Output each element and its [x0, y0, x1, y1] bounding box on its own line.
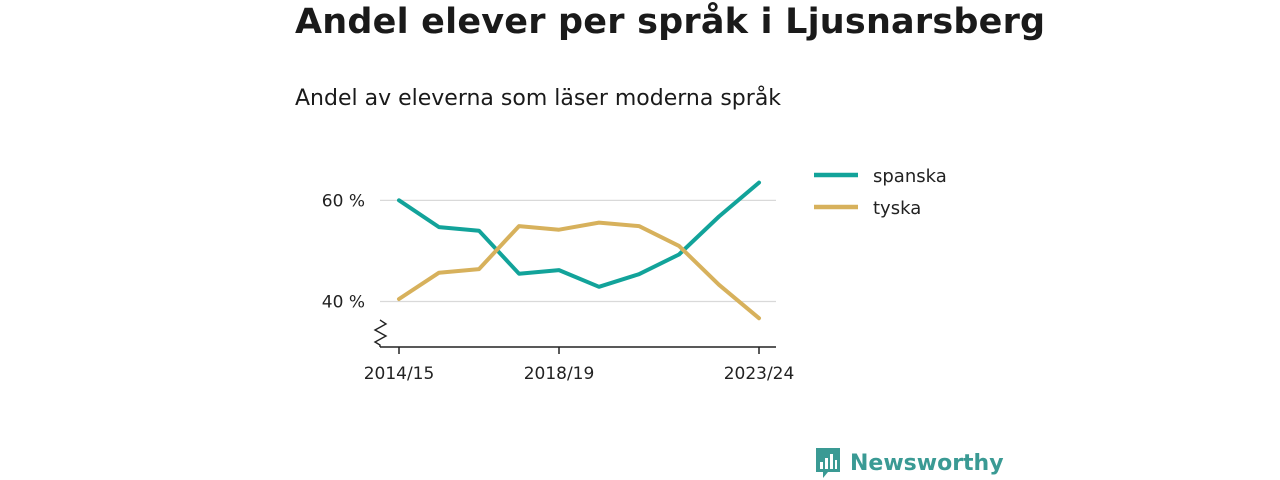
- x-tick-label: 2023/24: [724, 364, 795, 384]
- series-line-tyska: [397, 220, 761, 321]
- legend: spanska tyska: [814, 166, 947, 219]
- chart-subtitle: Andel av eleverna som läser moderna språ…: [295, 86, 782, 111]
- legend-label-tyska: tyska: [873, 198, 921, 219]
- axis-break-icon: [373, 319, 388, 347]
- legend-label-spanska: spanska: [873, 166, 947, 187]
- y-tick-label: 40 %: [322, 292, 365, 312]
- x-tick-label: 2018/19: [524, 364, 595, 384]
- gridlines: [380, 199, 776, 303]
- chart-title: Andel elever per språk i Ljusnarsberg: [295, 2, 1046, 42]
- brand-name: Newsworthy: [850, 450, 1004, 476]
- y-tick-label: 60 %: [322, 191, 365, 211]
- axes: 40 % 60 % 2014/15 2018/19 2023/24: [322, 191, 795, 384]
- bar-chart-logo-icon: [816, 448, 840, 478]
- series-line-spanska: [397, 180, 761, 289]
- x-tick-label: 2014/15: [364, 364, 435, 384]
- series-lines: [397, 180, 761, 321]
- newsworthy-brand: Newsworthy: [814, 446, 1004, 480]
